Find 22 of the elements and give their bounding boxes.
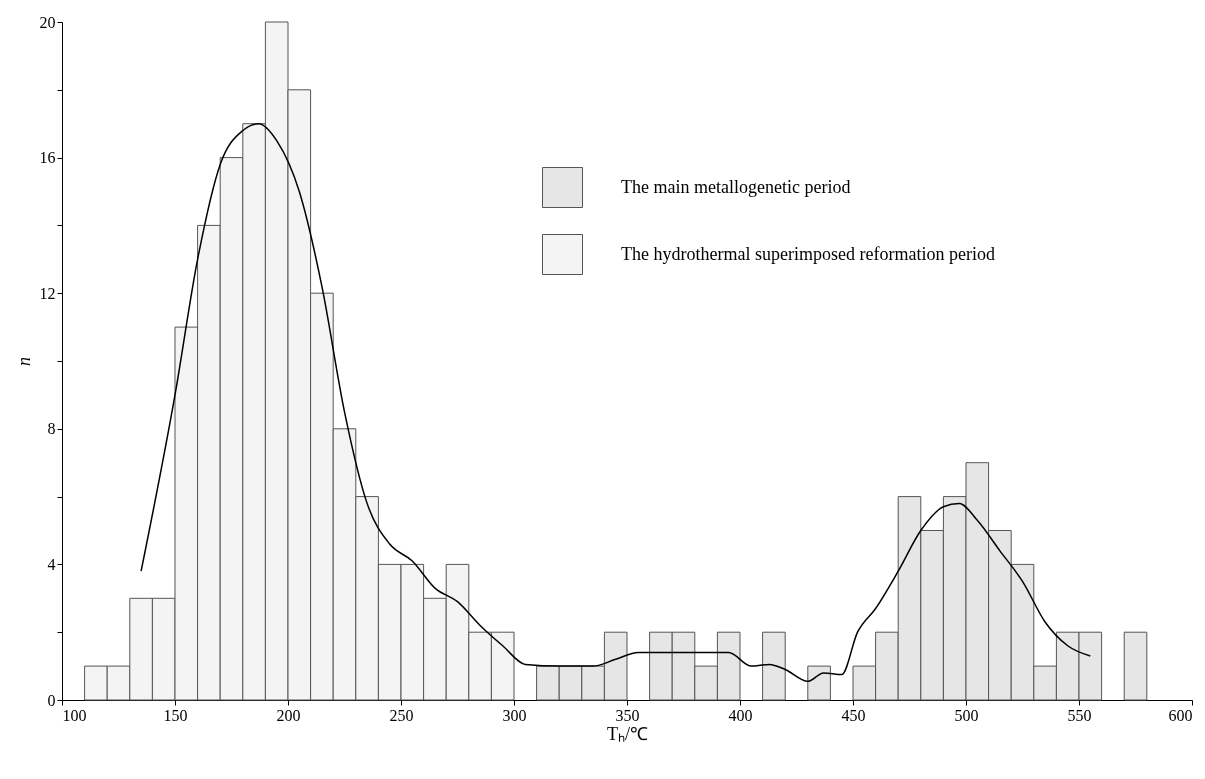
y-tick-label: 12 [39, 284, 56, 302]
line-series [140, 122, 1092, 683]
x-tick-label: 450 [841, 706, 866, 724]
legend-label: The hydrothermal superimposed reformation period [621, 243, 995, 264]
x-tick-label: 550 [1067, 706, 1092, 724]
y-tick-label: 0 [47, 691, 56, 709]
y-axis-title: n [13, 357, 34, 366]
x-tick-label: 300 [502, 706, 527, 724]
x-tick-label: 400 [728, 706, 753, 724]
y-tick-label: 8 [47, 420, 56, 438]
x-tick-label: 350 [615, 706, 640, 724]
x-tick-label: 150 [163, 706, 188, 724]
x-tick-label: 600 [1168, 706, 1193, 724]
y-tick-label: 4 [47, 555, 56, 573]
x-axis-title: Tₕ/℃ [607, 723, 648, 744]
x-tick-label: 200 [276, 706, 301, 724]
x-tick-label: 250 [389, 706, 414, 724]
y-tick-label: 16 [39, 149, 56, 167]
y-tick-label: 20 [39, 13, 56, 31]
legend-label: The main metallogenetic period [621, 176, 851, 197]
x-tick-label: 500 [954, 706, 979, 724]
x-tick-label: 100 [62, 706, 87, 724]
